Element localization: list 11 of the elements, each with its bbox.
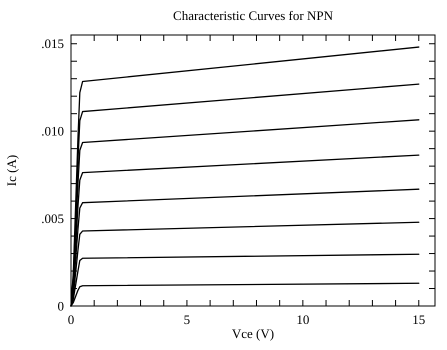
y-tick-label: .015 xyxy=(41,36,64,52)
x-axis-title: Vce (V) xyxy=(232,326,274,341)
y-tick-label: .010 xyxy=(41,124,64,139)
y-tick-label: 0 xyxy=(58,298,64,314)
x-tick-label: 15 xyxy=(412,312,426,327)
chart-title: Characteristic Curves for NPN xyxy=(173,8,334,23)
x-tick-label: 0 xyxy=(68,312,74,327)
y-axis-title: Ic (A) xyxy=(4,154,19,186)
y-tick-label: .005 xyxy=(41,211,64,226)
x-tick-label: 5 xyxy=(184,312,190,327)
x-tick-label: 10 xyxy=(296,312,310,327)
